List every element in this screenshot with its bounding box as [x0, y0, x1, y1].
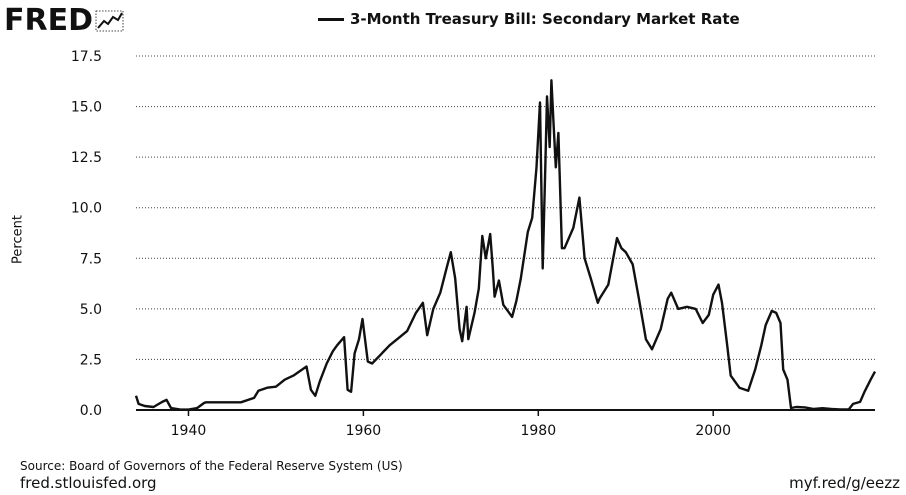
chart-legend: 3-Month Treasury Bill: Secondary Market … — [318, 10, 740, 28]
short-link[interactable]: myf.red/g/eezz — [789, 474, 900, 492]
y-tick-label: 2.5 — [80, 352, 102, 368]
grid-lines — [136, 55, 875, 411]
y-tick-label: 10.0 — [71, 201, 102, 217]
x-tick-label: 1980 — [520, 423, 556, 439]
y-tick-label: 0.0 — [80, 403, 102, 419]
legend-label: 3-Month Treasury Bill: Secondary Market … — [350, 10, 740, 28]
fred-logo[interactable]: FRED — [4, 4, 125, 38]
source-note: Source: Board of Governors of the Federa… — [20, 459, 403, 473]
x-tick-label: 2000 — [695, 423, 731, 439]
site-link[interactable]: fred.stlouisfed.org — [20, 474, 157, 492]
x-tick-label: 1940 — [171, 423, 207, 439]
fred-chart-mark-icon — [95, 10, 124, 32]
x-tick-label: 1960 — [346, 423, 382, 439]
logo-text: FRED — [4, 3, 93, 38]
series-line — [134, 79, 877, 411]
series-layer — [134, 79, 877, 411]
y-tick-label: 5.0 — [80, 302, 102, 318]
y-tick-label: 7.5 — [80, 251, 102, 267]
y-axis-tick-labels: 0.0 2.5 5.0 7.5 10.0 12.5 15.0 17.5 — [71, 49, 102, 419]
y-tick-label: 12.5 — [71, 150, 102, 166]
y-tick-label: 15.0 — [71, 100, 102, 116]
y-tick-label: 17.5 — [71, 49, 102, 65]
legend-line-swatch — [318, 17, 344, 21]
line-chart: 0.0 2.5 5.0 7.5 10.0 12.5 15.0 17.5 1940 1960 198… — [71, 49, 877, 439]
x-axis-ticks: 1940 1960 1980 2000 — [171, 410, 731, 439]
